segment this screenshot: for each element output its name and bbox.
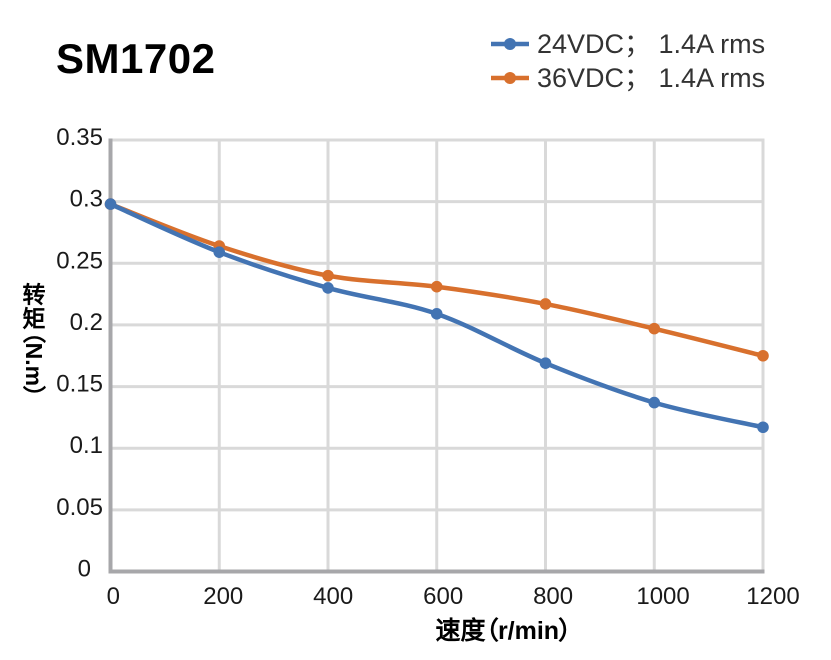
- series-marker-1: [322, 269, 334, 282]
- series-marker-1: [430, 280, 443, 293]
- y-tick-label: 0.2: [70, 309, 103, 336]
- y-tick-label: 0.05: [56, 494, 103, 521]
- x-tick-label: 0: [107, 583, 120, 610]
- series-marker-0: [104, 198, 117, 210]
- x-tick-label: 400: [313, 583, 353, 610]
- y-tick-label: 0.15: [56, 371, 103, 398]
- y-tick-label: 0.3: [70, 186, 103, 213]
- series-marker-1: [539, 298, 552, 310]
- y-tick-label: 0.1: [70, 432, 103, 459]
- legend: 24VDC； 1.4A rms 36VDC； 1.4A rms: [491, 27, 765, 95]
- series-marker-0: [430, 308, 443, 320]
- x-tick-label: 800: [533, 583, 573, 610]
- series-marker-1: [648, 322, 661, 335]
- series-marker-0: [322, 282, 334, 294]
- y-axis-title: 转矩（N.m）: [19, 282, 49, 397]
- legend-label-36vdc: 36VDC； 1.4A rms: [537, 62, 766, 93]
- legend-line-marker-24vdc-icon: [491, 38, 529, 50]
- chart-title: SM1702: [56, 35, 216, 82]
- series-marker-0: [757, 421, 769, 434]
- x-axis-title: 速度（r/min）: [435, 617, 572, 645]
- y-title-char: 转: [22, 281, 46, 308]
- y-tick-label: 0.25: [56, 247, 103, 274]
- x-tick-label: 1200: [746, 583, 799, 610]
- series-marker-0: [213, 246, 226, 258]
- series-marker-0: [539, 357, 552, 369]
- y-tick-label: 0.35: [56, 124, 103, 151]
- series-marker-0: [648, 396, 661, 409]
- legend-label-24vdc: 24VDC； 1.4A rms: [537, 28, 766, 59]
- legend-marker-dot: [504, 72, 516, 84]
- legend-item-24vdc: 24VDC； 1.4A rms: [491, 27, 765, 61]
- y-title-char: 矩: [22, 305, 46, 332]
- x-tick-label: 1000: [636, 583, 689, 610]
- series-marker-1: [757, 349, 769, 362]
- legend-line-marker-36vdc-icon: [491, 72, 529, 84]
- legend-marker-dot: [504, 38, 516, 50]
- x-tick-label: 600: [423, 583, 463, 610]
- y-title-rotated-run: （N.m）: [21, 330, 48, 398]
- y-tick-label: 0: [78, 556, 91, 583]
- x-tick-label: 200: [203, 583, 243, 610]
- legend-item-36vdc: 36VDC； 1.4A rms: [491, 61, 765, 95]
